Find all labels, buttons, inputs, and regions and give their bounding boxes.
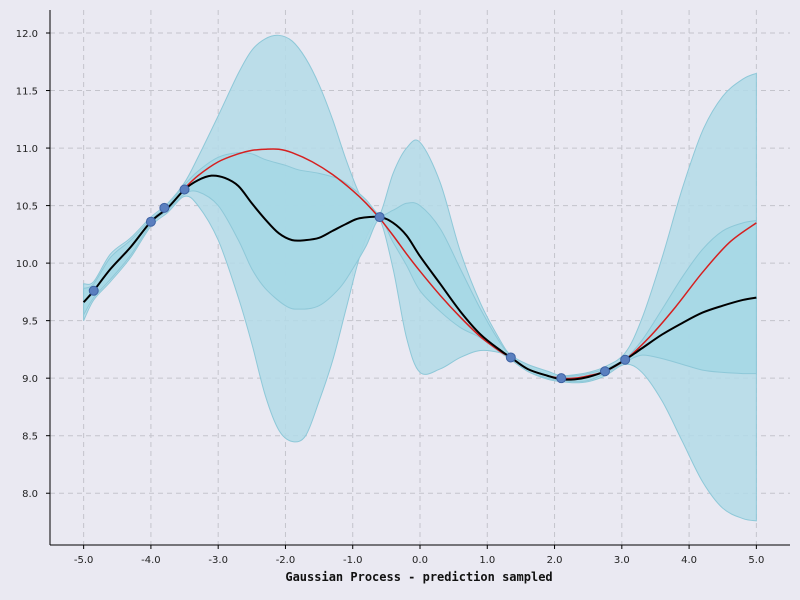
- observation-point: [88, 285, 99, 296]
- observation-point: [620, 354, 631, 365]
- x-tick-label: 4.0: [681, 555, 697, 566]
- x-tick-label: 2.0: [547, 555, 563, 566]
- observation-point: [179, 184, 190, 195]
- y-tick-label: 9.0: [22, 374, 38, 385]
- x-tick-label: 1.0: [479, 555, 495, 566]
- observation-points: [88, 184, 631, 384]
- x-tick-label: -5.0: [74, 555, 94, 566]
- x-tick-label: -2.0: [276, 555, 296, 566]
- x-tick-label: 5.0: [748, 555, 764, 566]
- y-tick-label: 8.0: [22, 489, 38, 500]
- observation-point: [505, 352, 516, 363]
- x-tick-label: -1.0: [343, 555, 363, 566]
- y-tick-label: 8.5: [22, 432, 38, 443]
- y-tick-label: 11.5: [16, 87, 38, 98]
- tick-labels: -5.0 -4.0 -3.0 -2.0 -1.0 0.0 1.0 2.0 3.0 4.0 5.0 8.…: [16, 29, 765, 566]
- inner-confidence-band: [83, 151, 757, 383]
- y-tick-label: 11.0: [16, 144, 38, 155]
- x-tick-label: 3.0: [614, 555, 630, 566]
- observation-point: [600, 366, 610, 377]
- observation-point: [145, 216, 156, 227]
- x-tick-label: -4.0: [141, 555, 161, 566]
- y-tick-label: 10.5: [16, 202, 38, 213]
- observation-point: [374, 212, 385, 223]
- observation-point: [159, 202, 170, 213]
- x-axis-label: Gaussian Process - prediction sampled: [285, 570, 552, 584]
- y-tick-label: 10.0: [16, 259, 38, 270]
- x-tick-label: -3.0: [208, 555, 228, 566]
- inner-band-area: [83, 151, 757, 383]
- x-tick-label: 0.0: [412, 555, 428, 566]
- y-tick-label: 12.0: [16, 29, 38, 40]
- y-tick-label: 9.5: [22, 317, 38, 328]
- observation-point: [556, 373, 567, 384]
